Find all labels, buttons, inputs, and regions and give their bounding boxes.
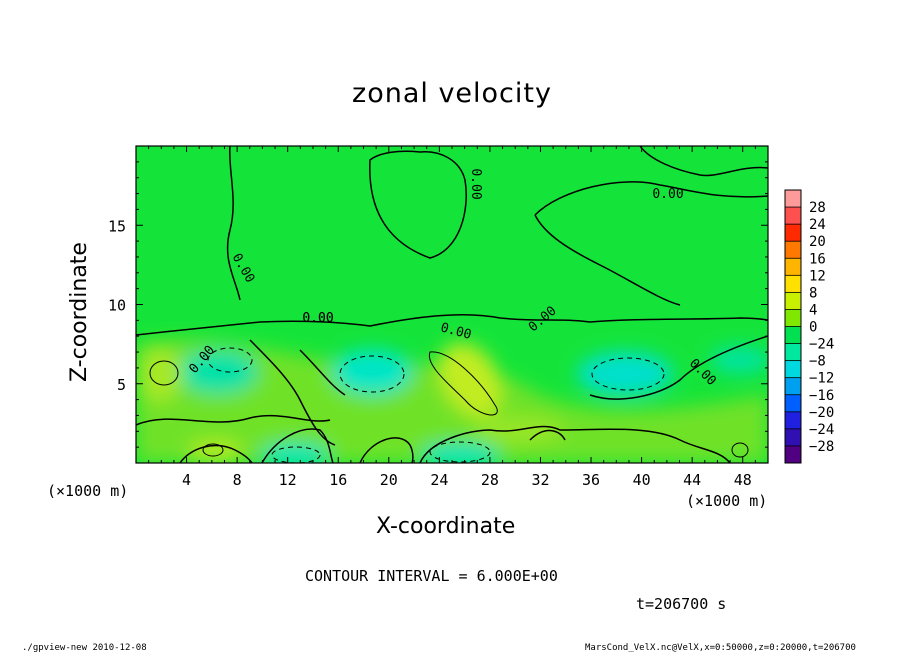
colorbar-swatch: [785, 292, 801, 310]
x-tick-label: 36: [582, 471, 600, 489]
colorbar-label: 24: [809, 217, 826, 233]
contour-interval-text: CONTOUR INTERVAL = 6.000E+00: [305, 567, 558, 585]
colorbar-label: 8: [809, 285, 817, 301]
contour-label: 0.00: [652, 187, 683, 202]
contour-label: 0.00: [468, 168, 483, 199]
x-tick-label: 28: [481, 471, 499, 489]
colorbar-label: 4: [809, 302, 817, 318]
colorbar-label: −24: [809, 422, 834, 438]
y-axis-label: Z-coordinate: [67, 242, 92, 382]
x-tick-label: 32: [531, 471, 549, 489]
x-axis-unit-left: (×1000 m): [47, 482, 129, 500]
contour-label: 0.00: [302, 311, 333, 326]
x-tick-label: 16: [329, 471, 347, 489]
colorbar-label: −16: [809, 388, 834, 404]
colorbar-label: −20: [809, 405, 834, 421]
colorbar-swatch: [785, 411, 801, 430]
colorbar-swatch: [785, 394, 801, 413]
x-tick-label: 4: [182, 471, 191, 489]
colorbar-label: 16: [809, 251, 826, 267]
colorbar-swatch: [785, 445, 801, 464]
colorbar-label: 12: [809, 268, 826, 284]
colorbar-label: −24: [809, 337, 834, 353]
plot-field: [136, 146, 768, 463]
colorbar-swatch: [785, 428, 801, 447]
colorbar-swatch: [785, 258, 801, 276]
y-axis-ticks: 5 10 15: [108, 161, 768, 448]
colorbar-label: −28: [809, 439, 834, 455]
x-tick-label: 24: [430, 471, 448, 489]
x-axis-ticks: 4 8 12 16 20 24 28 32 36 40 44 48: [148, 146, 756, 489]
contour-label: 0.00: [302, 311, 333, 326]
y-tick-label: 10: [108, 297, 126, 315]
x-tick-label: 20: [380, 471, 398, 489]
colorbar-swatch: [785, 343, 801, 362]
x-tick-label: 44: [683, 471, 701, 489]
x-tick-label: 12: [279, 471, 297, 489]
footer-right: MarsCond_VelX.nc@VelX,x=0:50000,z=0:2000…: [585, 643, 856, 653]
x-tick-label: 8: [233, 471, 242, 489]
colorbar-label: −12: [809, 371, 834, 387]
y-tick-label: 15: [108, 217, 126, 235]
footer-left: ./gpview-new 2010-12-08: [22, 643, 147, 653]
colorbar-swatch: [785, 377, 801, 396]
colorbar-swatch: [785, 241, 801, 259]
time-stamp: t=206700 s: [636, 595, 727, 613]
x-tick-label: 48: [734, 471, 752, 489]
chart-title: zonal velocity: [352, 78, 552, 109]
colorbar-swatch: [785, 309, 801, 327]
colorbar-swatch: [785, 360, 801, 379]
y-tick-label: 5: [117, 376, 126, 394]
x-axis-label: X-coordinate: [376, 514, 516, 539]
x-axis-unit-right: (×1000 m): [686, 492, 768, 510]
colorbar-label: 0: [809, 320, 817, 336]
colorbar-swatch: [785, 224, 801, 242]
x-tick-label: 40: [633, 471, 651, 489]
colorbar-swatch: [785, 275, 801, 293]
colorbar-swatch: [785, 326, 801, 345]
colorbar-swatch: [785, 190, 801, 208]
colorbar-label: 28: [809, 200, 826, 216]
colorbar-label: 20: [809, 234, 826, 250]
colorbar-label: −8: [809, 354, 826, 370]
colorbar-swatch: [785, 207, 801, 225]
